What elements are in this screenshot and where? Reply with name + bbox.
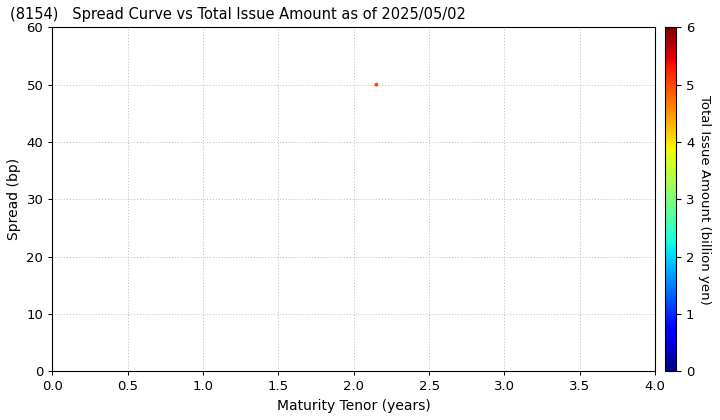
Point [371,81,382,88]
Y-axis label: Spread (bp): Spread (bp) [7,158,21,240]
X-axis label: Maturity Tenor (years): Maturity Tenor (years) [277,399,431,413]
Y-axis label: Total Issue Amount (billion yen): Total Issue Amount (billion yen) [698,94,711,304]
Text: (8154)   Spread Curve vs Total Issue Amount as of 2025/05/02: (8154) Spread Curve vs Total Issue Amoun… [10,7,466,22]
